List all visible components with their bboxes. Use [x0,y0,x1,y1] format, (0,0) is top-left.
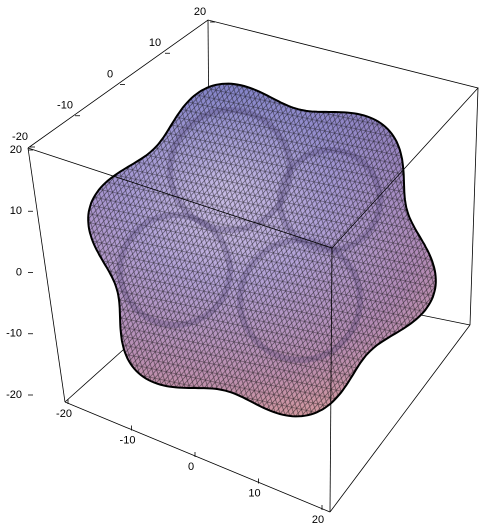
x-tick-label: 0 [188,461,194,473]
y-tick-label: 0 [107,68,113,80]
x-tick-label: 10 [248,487,260,499]
box-edge [65,402,330,512]
z-tick-label: 0 [16,266,22,278]
y-tick-label: -20 [12,131,28,143]
page: -20-1001020-20-1001020-20-1001020 (() =>… [0,0,482,525]
z-tick-label: 10 [10,205,22,217]
box-edge [470,88,478,325]
y-tick-label: 10 [149,37,161,49]
y-tick-label: 20 [194,6,206,18]
z-tick-label: -10 [6,328,22,340]
x-tick-label: -10 [120,434,136,446]
z-tick-label: -20 [6,389,22,401]
box-edge [28,148,65,402]
x-tick-label: -20 [56,408,72,420]
z-tick-label: 20 [10,144,22,156]
chart: -20-1001020-20-1001020-20-1001020 [0,0,482,525]
y-tick-label: -10 [57,100,73,112]
x-tick-label: 20 [312,514,324,525]
surface [88,84,436,417]
